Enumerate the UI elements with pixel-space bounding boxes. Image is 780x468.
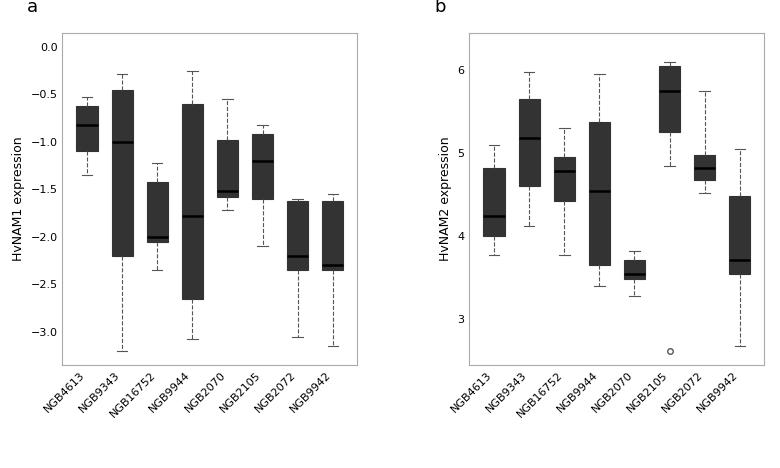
PathPatch shape bbox=[287, 201, 308, 270]
PathPatch shape bbox=[659, 66, 680, 132]
PathPatch shape bbox=[147, 182, 168, 241]
PathPatch shape bbox=[519, 99, 540, 186]
Text: a: a bbox=[27, 0, 38, 16]
PathPatch shape bbox=[217, 140, 238, 197]
PathPatch shape bbox=[729, 197, 750, 274]
PathPatch shape bbox=[182, 104, 203, 299]
Y-axis label: HvNAM2 expression: HvNAM2 expression bbox=[439, 137, 452, 261]
PathPatch shape bbox=[484, 168, 505, 236]
PathPatch shape bbox=[694, 155, 715, 180]
PathPatch shape bbox=[554, 157, 575, 201]
PathPatch shape bbox=[112, 90, 133, 256]
PathPatch shape bbox=[624, 260, 645, 279]
PathPatch shape bbox=[589, 122, 610, 265]
PathPatch shape bbox=[322, 201, 343, 270]
Text: b: b bbox=[434, 0, 445, 16]
PathPatch shape bbox=[76, 106, 98, 152]
Y-axis label: HvNAM1 expression: HvNAM1 expression bbox=[12, 137, 25, 261]
PathPatch shape bbox=[252, 134, 273, 199]
